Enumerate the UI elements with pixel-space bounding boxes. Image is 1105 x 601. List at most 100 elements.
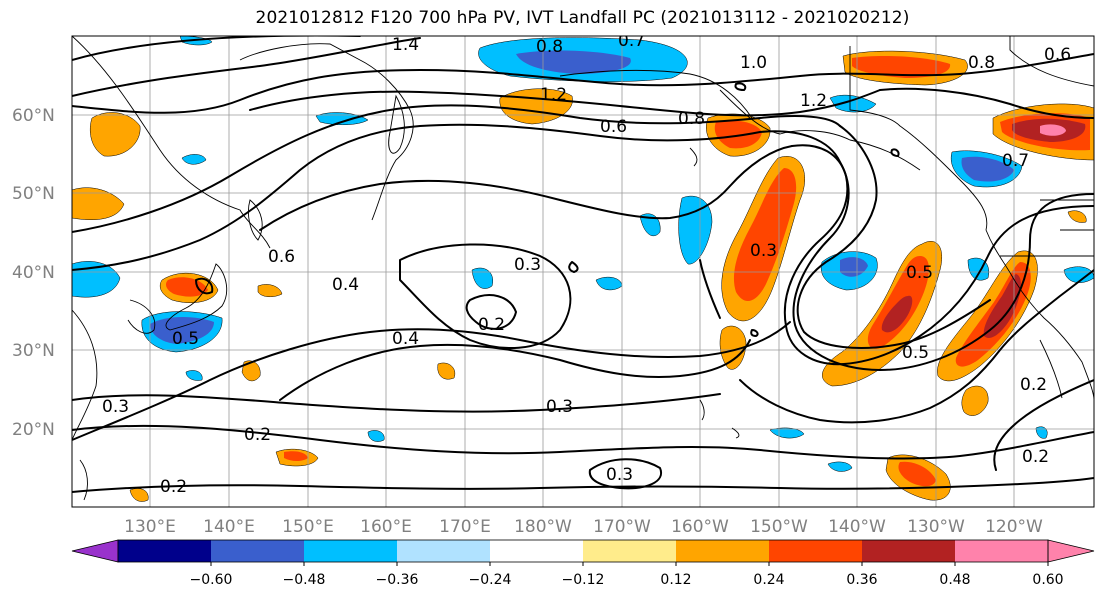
lon-label: 180°W [514,517,572,537]
contour-label: 0.2 [244,425,271,445]
contour-label: 0.5 [906,263,933,283]
ivt-contours [72,36,1094,493]
contour-label: 0.3 [546,397,573,417]
contour-label: 0.7 [1002,151,1029,171]
colorbar-tick-label: 0.24 [753,572,784,588]
contour-label: 1.2 [800,91,827,111]
contour-label: 0.8 [968,53,995,73]
pv-shade-negative [827,461,853,472]
colorbar-bin [211,540,305,562]
contour-label: 0.5 [902,343,929,363]
pv-shade-positive [166,277,208,297]
lon-label: 130°E [124,517,176,537]
pv-shade-positive [714,120,762,149]
colorbar-tick-label: −0.24 [469,572,512,588]
colorbar-bin [769,540,863,562]
lon-label: 140°E [203,517,255,537]
lat-label-20n: 20°N [12,420,55,440]
contour-label: 0.8 [678,109,705,129]
pv-shade-positive [72,187,125,220]
lat-label-30n: 30°N [12,341,55,361]
lon-label: 130°W [907,517,965,537]
shading-layer [72,36,1094,502]
contour-label: 0.4 [392,329,419,349]
colorbar-bin [490,540,584,562]
lon-label: 150°W [750,517,808,537]
map-panel: 1.4 0.8 0.7 1.0 0.8 0.6 1.2 0.6 0.8 1.2 … [71,31,1095,508]
contour-label: 0.6 [600,117,627,137]
contour-labels: 1.4 0.8 0.7 1.0 0.8 0.6 1.2 0.6 0.8 1.2 … [102,31,1071,497]
colorbar-bin [676,540,770,562]
pv-shade-negative [471,267,494,289]
lon-label: 120°W [985,517,1043,537]
lat-label-50n: 50°N [12,184,55,204]
contour-label: 0.6 [268,247,295,267]
contour-label: 0.3 [606,465,633,485]
pv-shade-negative [181,154,207,165]
figure-title: 2021012812 F120 700 hPa PV, IVT Landfall… [255,8,910,28]
contour-label: 0.7 [618,31,645,51]
contour-label: 0.8 [536,37,563,57]
colorbar-tick-label: −0.60 [190,572,233,588]
map-frame [71,35,1095,508]
pv-shade-positive [1040,124,1066,136]
pv-shade-positive [961,385,989,416]
longitude-labels: 130°E 140°E 150°E 160°E 170°E 180°W 170°… [124,517,1043,537]
pv-shade-negative [678,195,713,265]
contour-label: 1.4 [392,35,419,55]
contour-label: 0.3 [750,241,777,261]
colorbar-bins [118,540,1049,562]
pv-shade-negative [1035,426,1048,439]
colorbar-tick-label: 0.60 [1032,572,1063,588]
pv-shade-positive [1067,210,1087,223]
colorbar-bin [955,540,1049,562]
pv-shade-positive [983,274,1021,338]
pv-shade-negative [315,112,369,125]
colorbar-tick-labels: −0.60 −0.48 −0.36 −0.24 −0.12 0.12 0.24 0.36 0.4… [190,562,1064,588]
colorbar-bin [118,540,212,562]
colorbar-tick-label: 0.12 [660,572,691,588]
pv-shade-positive [898,461,936,487]
lon-label: 170°E [439,517,491,537]
colorbar-tick-label: −0.36 [376,572,419,588]
contour-label: 0.5 [172,329,199,349]
colorbar: −0.60 −0.48 −0.36 −0.24 −0.12 0.12 0.24 0.36 0.4… [71,539,1095,588]
pv-shade-negative [961,156,1014,182]
colorbar-underflow-arrow [71,539,119,563]
pv-shade-negative [185,370,203,381]
contour-label: 0.2 [160,477,187,497]
coastlines [72,36,1094,501]
contour-label: 0.2 [1020,375,1047,395]
contour-label: 0.3 [514,255,541,275]
lon-label: 140°W [828,517,886,537]
pv-shade-positive [437,362,456,380]
pv-shade-negative [1063,266,1094,283]
pv-shade-positive [284,451,308,461]
colorbar-tick-label: 0.48 [939,572,970,588]
colorbar-bin [304,540,398,562]
lon-label: 150°E [282,517,334,537]
pv-shade-negative [367,430,385,442]
contour-label: 1.2 [540,85,567,105]
colorbar-bin [397,540,491,562]
contour-label: 0.6 [1044,45,1071,65]
lat-label-40n: 40°N [12,263,55,283]
lon-label: 170°W [593,517,651,537]
lat-label-60n: 60°N [12,106,55,126]
pv-shade-positive [129,488,149,502]
colorbar-tick-label: 0.36 [846,572,877,588]
map-background [72,36,1094,507]
contour-label: 0.3 [102,397,129,417]
colorbar-tick-label: −0.48 [283,572,326,588]
pv-shade-negative [829,94,877,113]
lon-label: 160°E [360,517,412,537]
colorbar-bin [862,540,956,562]
contour-label: 1.0 [740,53,767,73]
contour-label: 0.4 [332,275,359,295]
contour-label: 0.2 [1022,447,1049,467]
colorbar-tick-label: −0.12 [562,572,605,588]
latitude-labels: 60°N 50°N 40°N 30°N 20°N [12,106,55,440]
pv-shade-positive [852,56,951,78]
pv-shade-positive [89,112,141,157]
